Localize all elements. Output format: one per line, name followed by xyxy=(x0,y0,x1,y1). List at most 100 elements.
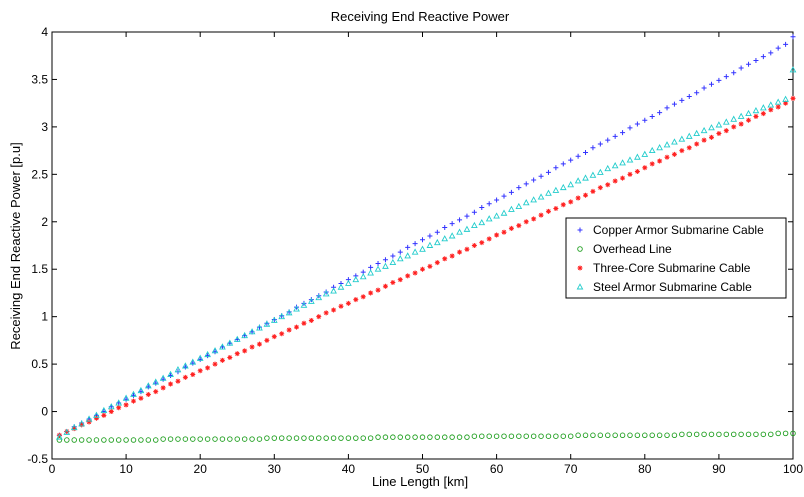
data-point xyxy=(730,431,737,438)
data-point xyxy=(108,437,115,443)
data-point xyxy=(479,433,485,439)
data-point xyxy=(738,65,744,71)
data-point xyxy=(100,406,108,414)
legend-marker xyxy=(576,283,584,290)
data-point xyxy=(227,436,233,442)
data-point xyxy=(382,434,389,440)
data-point xyxy=(493,433,500,439)
data-point xyxy=(664,105,670,111)
data-point xyxy=(360,294,366,300)
data-point xyxy=(405,244,411,250)
data-point xyxy=(722,118,730,125)
axes: 0 10 20 30 40 50 60 70 80 90 100-0.500.511.522.533… xyxy=(27,25,803,476)
data-point xyxy=(641,150,649,157)
data-point xyxy=(671,101,677,107)
data-point xyxy=(560,202,566,208)
data-point xyxy=(390,434,396,440)
data-point xyxy=(182,436,189,442)
data-point xyxy=(605,182,611,188)
data-point xyxy=(545,189,552,196)
series-3 xyxy=(56,66,797,440)
data-point xyxy=(790,34,796,40)
data-point xyxy=(738,121,744,127)
data-point xyxy=(360,435,366,441)
data-point xyxy=(241,436,248,442)
data-point xyxy=(174,366,182,373)
x-tick-label: 90 xyxy=(712,462,726,476)
data-point xyxy=(574,177,582,184)
data-point xyxy=(627,432,633,439)
data-point xyxy=(323,435,329,441)
data-point xyxy=(575,153,581,159)
data-point xyxy=(694,90,700,96)
data-point xyxy=(167,370,174,377)
data-point xyxy=(701,85,707,91)
data-point xyxy=(649,161,655,167)
data-point xyxy=(270,316,278,323)
data-point xyxy=(553,165,559,171)
data-point xyxy=(605,137,611,143)
data-point xyxy=(286,435,292,441)
data-point xyxy=(212,361,218,367)
data-point xyxy=(441,434,448,440)
data-point xyxy=(419,434,426,440)
data-point xyxy=(575,432,581,439)
data-point xyxy=(264,337,270,343)
data-point xyxy=(590,188,596,194)
data-point xyxy=(375,261,381,267)
data-point xyxy=(531,177,537,183)
data-point xyxy=(530,433,537,439)
data-point xyxy=(71,426,77,432)
data-point xyxy=(337,283,345,290)
data-point xyxy=(315,293,323,301)
data-point xyxy=(397,277,403,283)
data-point xyxy=(122,394,130,401)
data-point xyxy=(359,273,367,280)
data-point xyxy=(746,117,752,123)
data-point xyxy=(685,132,693,139)
data-point xyxy=(501,433,507,439)
data-point xyxy=(559,183,567,191)
data-point xyxy=(664,154,670,160)
data-point xyxy=(411,248,419,255)
data-point xyxy=(352,275,360,283)
data-point xyxy=(582,174,589,181)
data-point xyxy=(285,309,293,316)
data-point xyxy=(434,229,440,235)
data-point xyxy=(649,113,655,119)
data-point xyxy=(204,350,211,358)
data-point xyxy=(508,433,515,439)
data-point xyxy=(182,374,188,380)
data-point xyxy=(479,205,485,211)
data-point xyxy=(426,241,434,248)
data-point xyxy=(552,186,560,193)
data-point xyxy=(131,398,137,404)
data-point xyxy=(427,434,433,440)
data-point xyxy=(753,57,759,63)
data-point xyxy=(449,221,455,227)
data-point xyxy=(375,287,381,293)
data-point xyxy=(583,150,589,156)
legend-label: Steel Armor Submarine Cable xyxy=(593,280,752,294)
data-point xyxy=(568,157,574,163)
data-point xyxy=(508,225,514,231)
data-point xyxy=(626,156,634,163)
data-point xyxy=(486,236,492,242)
data-point xyxy=(700,126,708,134)
data-point xyxy=(642,165,648,171)
data-point xyxy=(723,431,730,438)
legend: Copper Armor Submarine Cable Overhead Lin… xyxy=(565,217,787,299)
data-point xyxy=(456,434,463,440)
data-point xyxy=(441,235,449,242)
data-point xyxy=(648,146,656,154)
x-tick-label: 30 xyxy=(268,462,282,476)
data-point xyxy=(678,135,686,142)
data-point xyxy=(316,435,322,441)
data-point xyxy=(160,385,166,391)
data-point xyxy=(619,159,626,166)
data-point xyxy=(375,434,381,440)
data-point xyxy=(501,193,507,199)
data-point xyxy=(457,249,463,255)
data-point xyxy=(679,97,685,103)
data-point xyxy=(108,409,114,415)
